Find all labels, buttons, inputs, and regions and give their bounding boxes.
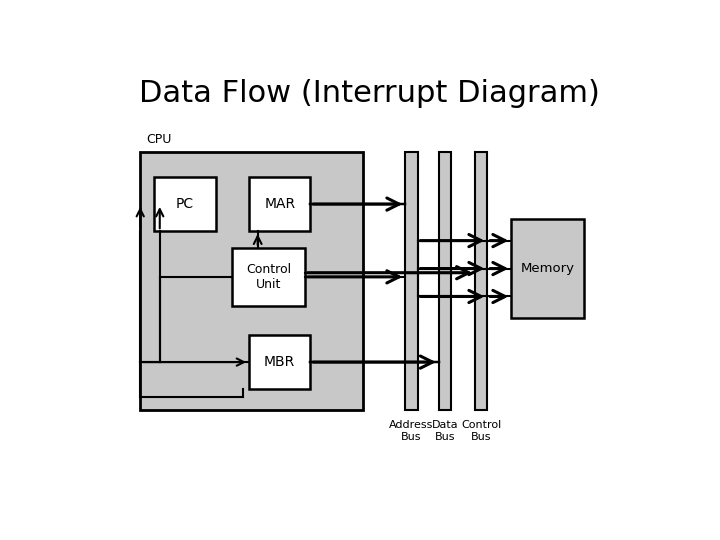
Bar	[438, 152, 451, 410]
Bar	[249, 177, 310, 231]
Text: Data
Bus: Data Bus	[431, 420, 458, 442]
Bar	[475, 152, 487, 410]
Bar	[511, 219, 584, 319]
Text: Memory: Memory	[521, 262, 575, 275]
Bar	[249, 335, 310, 389]
Bar	[405, 152, 418, 410]
Text: MBR: MBR	[264, 355, 295, 369]
Bar	[140, 152, 364, 410]
Text: Control
Bus: Control Bus	[461, 420, 501, 442]
Text: PC: PC	[176, 197, 194, 211]
Text: Data Flow (Interrupt Diagram): Data Flow (Interrupt Diagram)	[138, 79, 600, 109]
Text: Control
Unit: Control Unit	[246, 263, 291, 291]
Bar	[233, 248, 305, 306]
Text: MAR: MAR	[264, 197, 295, 211]
Text: CPU: CPU	[145, 133, 171, 146]
Bar	[154, 177, 215, 231]
Text: Address
Bus: Address Bus	[390, 420, 433, 442]
